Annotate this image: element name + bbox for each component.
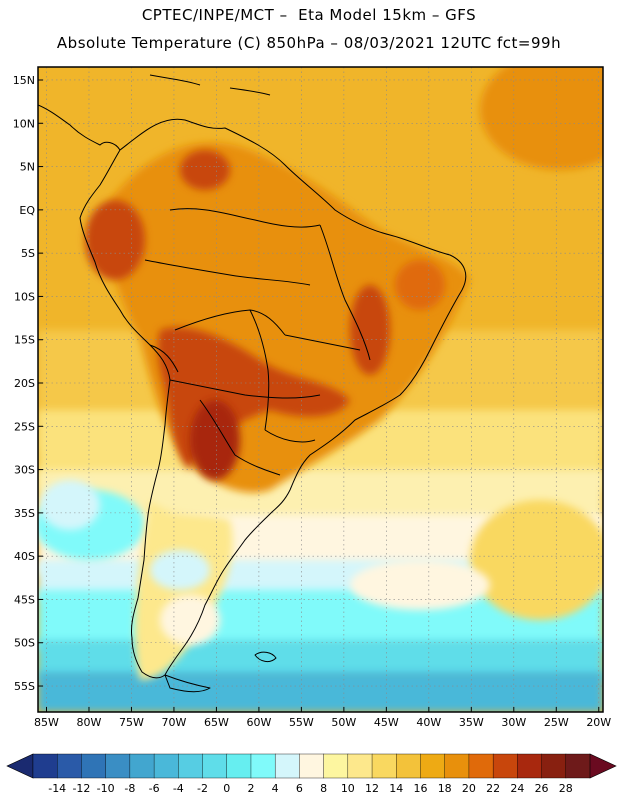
map-frame: [37, 66, 604, 713]
temperature-field: [38, 67, 603, 712]
colorbar-swatch: [565, 753, 591, 779]
lon-tick-label: 50W: [331, 716, 356, 729]
colorbar-label: 14: [389, 782, 403, 795]
colorbar-label: 10: [341, 782, 355, 795]
latitude-ticks: 15N 10N 5N EQ 5S 10S 15S 20S 25S 30S 35S 40S 45S 50S 5…: [13, 74, 43, 693]
lon-tick-label: 65W: [204, 716, 229, 729]
lon-tick-label: 85W: [34, 716, 59, 729]
lat-tick-label: 15S: [14, 334, 35, 347]
colorbar-swatch: [420, 753, 446, 779]
lon-tick-label: 25W: [544, 716, 569, 729]
colorbar-label: 6: [296, 782, 303, 795]
colorbar: -14 -12 -10 -8 -6 -4 -2 0 2 4 6 8 10 12 14 16 18 20 22 24 26…: [6, 753, 617, 795]
colorbar-label: -12: [72, 782, 90, 795]
colorbar-swatch: [274, 753, 300, 779]
colorbar-label: -4: [173, 782, 184, 795]
colorbar-label: 22: [486, 782, 500, 795]
colorbar-swatch: [57, 753, 82, 779]
colorbar-swatch: [129, 753, 155, 779]
lon-tick-label: 70W: [162, 716, 187, 729]
title-line-1: CPTEC/INPE/MCT – Eta Model 15km – GFS: [141, 6, 477, 24]
colorbar-under-arrow: [6, 753, 34, 779]
colorbar-label: 2: [247, 782, 254, 795]
colorbar-label: 12: [365, 782, 379, 795]
colorbar-over-arrow: [589, 753, 617, 779]
colorbar-swatch: [347, 753, 373, 779]
colorbar-swatch: [250, 753, 276, 779]
colorbar-label: 16: [413, 782, 427, 795]
lat-tick-label: EQ: [19, 204, 35, 217]
colorbar-label: -10: [97, 782, 115, 795]
colorbar-swatch: [371, 753, 397, 779]
colorbar-label: 18: [438, 782, 452, 795]
colorbar-label: 26: [535, 782, 549, 795]
lon-tick-label: 75W: [119, 716, 144, 729]
colorbar-label: -6: [149, 782, 160, 795]
lat-tick-label: 50S: [14, 637, 35, 650]
lon-tick-label: 80W: [77, 716, 102, 729]
colorbar-swatch: [396, 753, 421, 779]
colorbar-label: 28: [559, 782, 573, 795]
colorbar-swatch: [323, 753, 349, 779]
lon-tick-label: 35W: [459, 716, 484, 729]
lat-tick-label: 5N: [20, 161, 35, 174]
colorbar-swatch: [81, 753, 107, 779]
lat-tick-label: 5S: [21, 247, 35, 260]
colorbar-swatch: [468, 753, 494, 779]
colorbar-swatch: [32, 753, 58, 779]
lat-tick-label: 30S: [14, 464, 35, 477]
lon-tick-label: 20W: [586, 716, 611, 729]
colorbar-swatch: [202, 753, 228, 779]
colorbar-swatch: [492, 753, 518, 779]
colorbar-swatch: [299, 753, 325, 779]
lat-tick-label: 20S: [14, 377, 35, 390]
colorbar-label: 24: [510, 782, 524, 795]
lat-tick-label: 15N: [13, 74, 35, 87]
colorbar-label: -2: [197, 782, 208, 795]
colorbar-label: -8: [124, 782, 135, 795]
lat-tick-label: 10S: [14, 290, 35, 303]
lon-tick-label: 40W: [416, 716, 441, 729]
title-line-2: Absolute Temperature (C) 850hPa – 08/03/…: [56, 34, 562, 52]
lon-tick-label: 55W: [289, 716, 314, 729]
lat-tick-label: 45S: [14, 593, 35, 606]
colorbar-swatch: [444, 753, 470, 779]
colorbar-swatch: [178, 753, 204, 779]
colorbar-swatch: [541, 753, 567, 779]
coastlines: [38, 74, 467, 693]
lon-tick-label: 30W: [501, 716, 526, 729]
lat-tick-label: 10N: [13, 117, 35, 130]
colorbar-label: 0: [223, 782, 230, 795]
lon-tick-label: 60W: [246, 716, 271, 729]
colorbar-swatch: [105, 753, 131, 779]
longitude-ticks: 85W 80W 75W 70W 65W 60W 55W 50W 45W 40W 35W 30W 25W 2…: [34, 707, 611, 729]
colorbar-label: 8: [320, 782, 327, 795]
lon-tick-label: 45W: [374, 716, 399, 729]
colorbar-swatch: [517, 753, 543, 779]
colorbar-label: 20: [462, 782, 476, 795]
colorbar-label: 4: [272, 782, 279, 795]
colorbar-label: -14: [48, 782, 66, 795]
lat-tick-label: 35S: [14, 507, 35, 520]
lat-tick-label: 25S: [14, 420, 35, 433]
colorbar-swatch: [153, 753, 179, 779]
lat-tick-label: 55S: [14, 680, 35, 693]
colorbar-swatch: [226, 753, 252, 779]
lat-tick-label: 40S: [14, 550, 35, 563]
